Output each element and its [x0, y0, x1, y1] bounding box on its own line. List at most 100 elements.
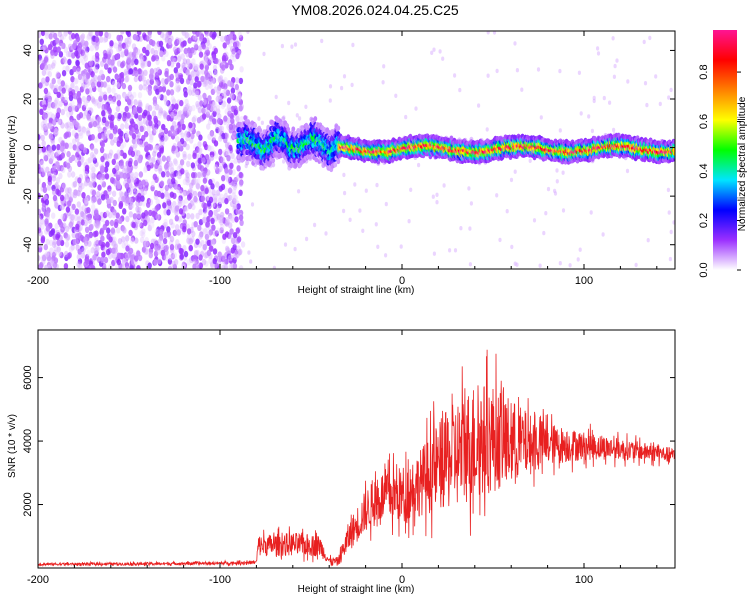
spectrogram-cell — [164, 254, 169, 262]
spectrogram-cell — [49, 259, 54, 266]
spectrogram-cell — [44, 199, 50, 206]
spectrogram-cell — [106, 105, 111, 112]
spectrogram-cell — [200, 184, 205, 192]
spectrogram-cell — [107, 67, 112, 74]
spectrogram-cell — [175, 77, 180, 84]
spectrogram-cell — [47, 70, 52, 78]
spectrogram-cell — [202, 228, 208, 235]
spectrogram-cell — [458, 87, 462, 93]
spectrogram-cell — [558, 261, 562, 266]
spectrogram-cell — [538, 263, 542, 268]
spectrogram-cell — [110, 227, 116, 234]
spectrogram-cell — [238, 214, 244, 221]
spectrogram-cell — [646, 238, 650, 243]
spectrogram-cell — [84, 197, 89, 204]
spectrogram-cell — [155, 198, 160, 205]
spectrogram-cell — [221, 89, 226, 97]
spectrogram-cell — [67, 165, 73, 172]
spectrogram-cell — [166, 114, 171, 122]
spectrogram-cell — [38, 148, 41, 155]
spectrogram-cell — [186, 58, 191, 65]
spectrogram-cell — [221, 64, 226, 71]
spectrogram-cell — [45, 76, 50, 83]
spectrogram-cell — [558, 68, 562, 74]
spectrogram-cell — [226, 103, 232, 111]
spectrogram-cell — [38, 230, 43, 237]
spectrogram-cell — [70, 82, 75, 89]
spectrogram-cell — [596, 46, 600, 51]
spectrogram-cell — [70, 154, 76, 162]
spectrogram-cell — [230, 247, 235, 254]
spectrogram-cell — [596, 51, 601, 56]
spectrogram-cell — [58, 100, 63, 107]
spectrogram-cell — [101, 116, 107, 124]
spectrogram-cell — [148, 130, 153, 137]
spectrogram-cell — [154, 54, 160, 62]
spectrogram-cell — [58, 136, 63, 144]
spectrogram-cell — [198, 208, 203, 216]
spectrogram-cell — [56, 91, 61, 99]
spectrogram-cell — [179, 99, 184, 107]
spectrogram-cell — [58, 221, 64, 228]
spectrogram-cell — [414, 106, 418, 111]
spectrogram-cell — [219, 211, 225, 219]
spectrogram-cell — [158, 40, 164, 47]
spectrogram-cell — [65, 206, 71, 213]
spectrogram-cell — [67, 43, 73, 50]
spectrogram-cell — [225, 219, 230, 226]
spectrogram-cell — [230, 262, 235, 269]
spectrogram-cell — [195, 238, 200, 245]
spectrogram-cell — [669, 87, 673, 93]
spectrogram-cell — [611, 36, 615, 41]
spectrogram-cell — [147, 31, 152, 36]
spectrogram-cell — [216, 108, 221, 115]
spectrogram-cell — [174, 224, 180, 231]
spectrogram-cell — [61, 87, 66, 94]
spectrogram-cell — [154, 190, 159, 197]
spectrogram-cell — [112, 240, 117, 247]
spectrogram-cell — [107, 197, 112, 204]
spectrogram-cell — [578, 247, 582, 252]
spectrogram-cell — [102, 81, 107, 88]
spectrogram-cell — [51, 77, 56, 85]
spectrogram-cell — [74, 85, 79, 92]
spectrogram-cell — [143, 79, 148, 87]
spectrogram-cell — [169, 244, 175, 251]
spectrogram-cell — [208, 211, 213, 218]
spectrogram-cell — [107, 188, 112, 196]
spectrogram-cell — [181, 123, 186, 131]
spectrogram-cell — [298, 116, 302, 121]
spectrogram-cell — [215, 181, 220, 188]
spectrogram-cell — [167, 232, 172, 239]
spectrogram-cell — [293, 42, 298, 47]
spectrogram-cell — [40, 206, 46, 213]
spectrogram-cell — [177, 126, 182, 133]
spectrogram-cell — [375, 182, 379, 188]
spectrogram-cell — [57, 204, 63, 212]
spectrogram-cell — [83, 55, 89, 62]
spectrogram-cell — [190, 47, 195, 54]
spectrogram-cell — [144, 248, 150, 255]
spectrogram-cell — [110, 139, 115, 146]
spectrogram-cell — [150, 180, 156, 187]
spectrogram-cell — [50, 126, 55, 133]
spectrogram-cell — [159, 50, 164, 58]
spectrogram-cell — [137, 220, 142, 228]
spectrogram-cell — [147, 114, 152, 121]
spectrogram-cell — [141, 179, 146, 186]
spectrogram-cell — [236, 236, 242, 243]
spectrogram-cell — [46, 184, 51, 191]
spectrogram-cell — [41, 69, 47, 76]
spectrogram-cell — [197, 163, 202, 170]
spectrogram-cell — [59, 194, 65, 202]
spectrogram-cell — [555, 179, 559, 184]
spectrogram-cell — [202, 99, 207, 106]
spectrogram-cell — [191, 172, 196, 179]
spectrogram-cell — [107, 59, 112, 66]
spectrogram-cell — [166, 209, 171, 216]
spectrogram-cell — [231, 124, 237, 131]
spectrogram-cell — [43, 87, 49, 95]
spectrogram-cell — [190, 179, 195, 186]
spectrogram-cell — [80, 219, 86, 226]
spectrogram-cell — [74, 121, 80, 128]
